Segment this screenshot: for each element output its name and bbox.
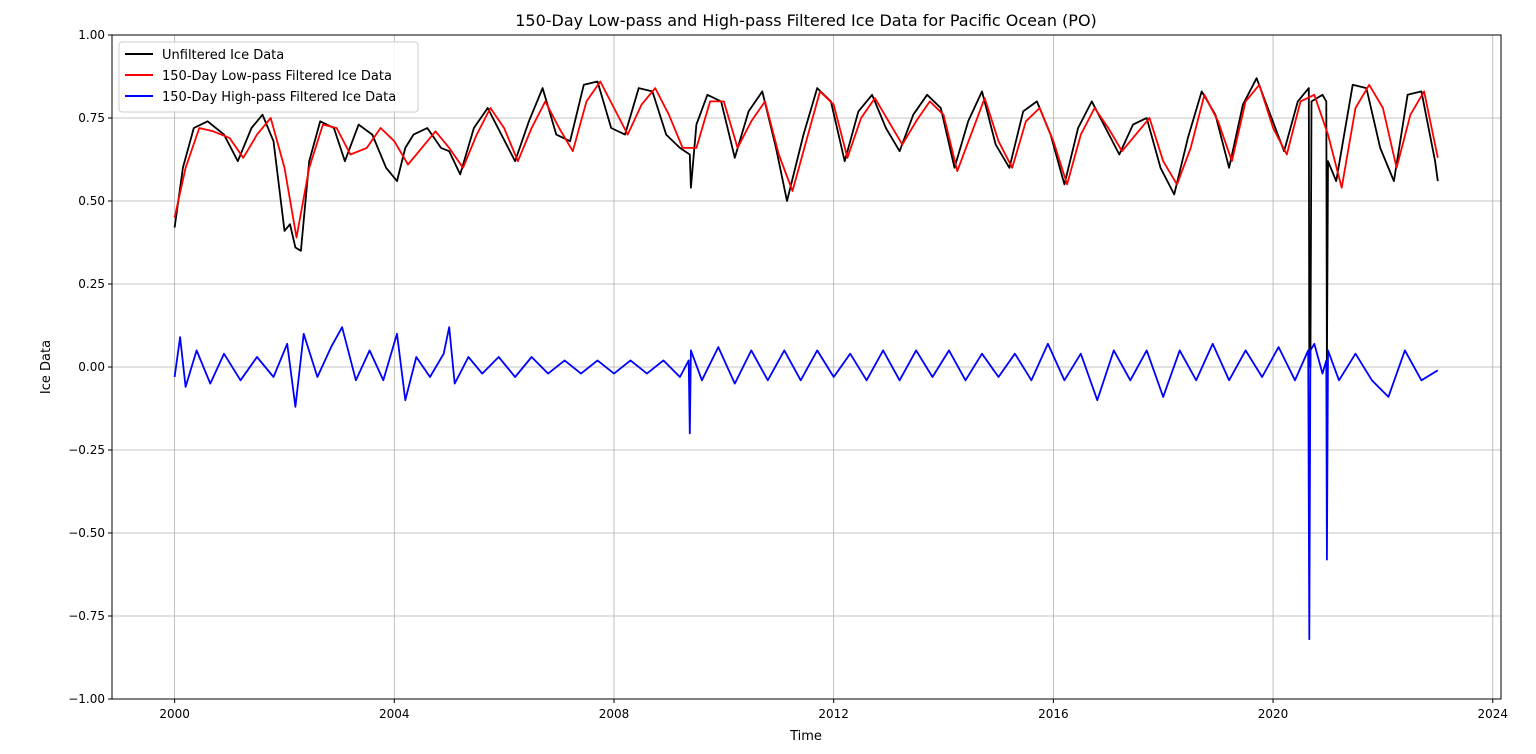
x-tick-label: 2024 bbox=[1477, 707, 1508, 721]
legend-label-low-pass: 150-Day Low-pass Filtered Ice Data bbox=[162, 69, 392, 84]
x-axis: 2000 2004 2008 2012 2016 2020 2024 bbox=[159, 699, 1508, 721]
x-tick-label: 2016 bbox=[1038, 707, 1069, 721]
y-tick-label: 0.75 bbox=[78, 111, 105, 125]
legend: Unfiltered Ice Data 150-Day Low-pass Fil… bbox=[118, 41, 419, 113]
chart-title: 150-Day Low-pass and High-pass Filtered … bbox=[515, 11, 1097, 30]
y-tick-label: 0.25 bbox=[78, 277, 105, 291]
y-tick-label: 1.00 bbox=[78, 28, 105, 42]
y-tick-label: 0.50 bbox=[78, 194, 105, 208]
x-tick-label: 2008 bbox=[599, 707, 630, 721]
legend-label-unfiltered: Unfiltered Ice Data bbox=[162, 48, 284, 63]
y-tick-label: −0.25 bbox=[68, 443, 105, 457]
y-tick-label: 0.00 bbox=[78, 360, 105, 374]
x-tick-label: 2000 bbox=[159, 707, 190, 721]
y-axis-title: Ice Data bbox=[39, 340, 54, 394]
series-low-pass bbox=[173, 80, 1439, 239]
series-layer bbox=[173, 77, 1439, 641]
x-tick-label: 2012 bbox=[818, 707, 849, 721]
y-tick-label: −1.00 bbox=[68, 692, 105, 706]
series-high-pass bbox=[173, 326, 1439, 641]
x-tick-label: 2020 bbox=[1258, 707, 1289, 721]
y-tick-label: −0.75 bbox=[68, 609, 105, 623]
x-axis-title: Time bbox=[789, 729, 822, 744]
y-axis: −1.00 −0.75 −0.50 −0.25 0.00 0.25 0.50 0.75 1.00 bbox=[68, 28, 112, 706]
legend-box bbox=[118, 41, 419, 113]
y-tick-label: −0.50 bbox=[68, 526, 105, 540]
series-unfiltered bbox=[173, 77, 1439, 368]
grid-lines bbox=[112, 34, 1501, 700]
x-tick-label: 2004 bbox=[379, 707, 410, 721]
legend-label-high-pass: 150-Day High-pass Filtered Ice Data bbox=[162, 90, 396, 105]
